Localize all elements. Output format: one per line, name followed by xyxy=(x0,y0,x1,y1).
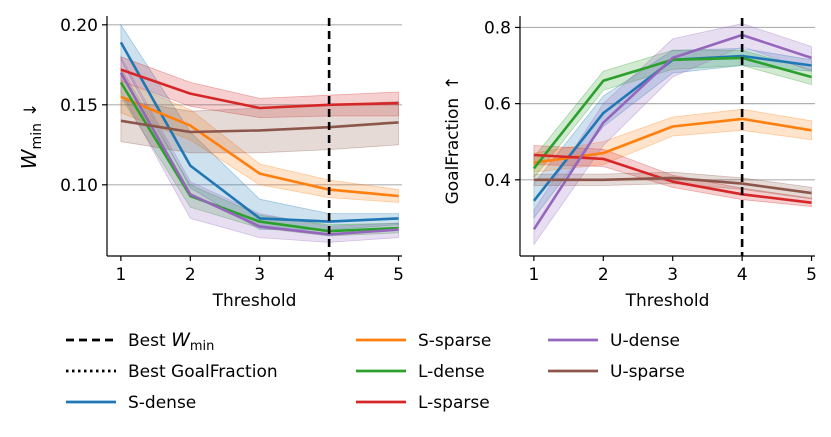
line-u-sparse xyxy=(533,176,812,195)
x-tick-label: 3 xyxy=(254,265,265,285)
legend-label: Best GoalFraction xyxy=(128,362,278,382)
x-tick-label: 3 xyxy=(667,265,678,285)
y-tick-label: 0.10 xyxy=(60,176,98,196)
x-tick-label: 1 xyxy=(528,265,539,285)
legend-item-u-dense: U-dense xyxy=(548,331,680,351)
y-axis-label: GoalFraction↑ xyxy=(443,76,463,205)
y-tick-label: 0.4 xyxy=(484,171,511,191)
legend-label: U-sparse xyxy=(610,362,685,382)
line-l-dense xyxy=(119,81,399,233)
wmin-panel: 0.10 0.15 0.20 1 2 3 4 5 Threshold Wmin↓ xyxy=(17,16,404,311)
band-s-dense xyxy=(120,23,399,230)
legend-label: L-sparse xyxy=(418,393,490,413)
legend-item-s-sparse: S-sparse xyxy=(356,331,491,351)
y-tick-label: 0.6 xyxy=(484,95,511,115)
x-tick-label: 2 xyxy=(185,265,196,285)
x-tick-label: 4 xyxy=(324,265,335,285)
legend-label: U-dense xyxy=(610,331,680,351)
legend-label: S-dense xyxy=(128,393,196,413)
line-l-dense xyxy=(532,56,812,170)
line-s-dense xyxy=(119,41,399,223)
legend-label: L-dense xyxy=(418,362,485,382)
line-u-dense xyxy=(532,33,812,231)
legend-item-l-dense: L-dense xyxy=(356,362,485,382)
legend: Best Wmin Best GoalFraction S-dense S-spars… xyxy=(66,329,685,413)
x-tick-label: 5 xyxy=(806,265,817,285)
goalfraction-panel: 0.4 0.6 0.8 1 2 3 4 5 Threshold GoalFraction↑ xyxy=(443,16,817,311)
x-axis-label: Threshold xyxy=(212,291,297,311)
line-u-dense xyxy=(119,72,399,236)
line-s-sparse xyxy=(120,95,399,198)
band-s-sparse xyxy=(120,80,399,203)
legend-label: Best Wmin xyxy=(128,329,214,354)
x-axis-label: Threshold xyxy=(625,291,710,311)
y-tick-label: 0.8 xyxy=(484,18,511,38)
line-u-sparse xyxy=(120,119,399,134)
y-tick-label: 0.15 xyxy=(60,96,98,116)
legend-item-best-wmin: Best Wmin xyxy=(66,329,214,354)
legend-item-best-goalfraction: Best GoalFraction xyxy=(66,362,278,382)
legend-label: S-sparse xyxy=(418,331,491,351)
x-tick-label: 1 xyxy=(115,265,126,285)
y-tick-label: 0.20 xyxy=(60,16,98,36)
y-axis-label: Wmin↓ xyxy=(17,103,45,169)
x-tick-label: 5 xyxy=(393,265,404,285)
x-tick-label: 2 xyxy=(598,265,609,285)
legend-item-l-sparse: L-sparse xyxy=(356,393,490,413)
legend-item-u-sparse: U-sparse xyxy=(548,362,685,382)
line-l-sparse xyxy=(120,68,399,110)
legend-item-s-dense: S-dense xyxy=(66,393,196,413)
x-tick-label: 4 xyxy=(737,265,748,285)
